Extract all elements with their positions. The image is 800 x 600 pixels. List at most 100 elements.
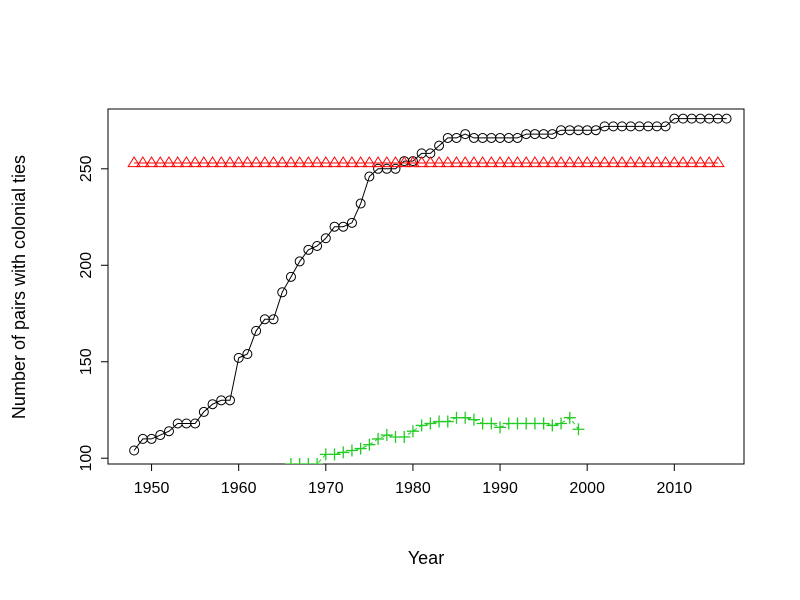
data-point bbox=[268, 314, 279, 325]
data-point bbox=[440, 156, 455, 168]
y-tick-label: 150 bbox=[78, 348, 95, 375]
data-point bbox=[451, 132, 462, 143]
data-point bbox=[406, 425, 419, 438]
data-point bbox=[146, 433, 157, 444]
data-point bbox=[667, 156, 682, 168]
data-point bbox=[328, 448, 341, 461]
data-point bbox=[372, 432, 385, 445]
x-tick-label: 2010 bbox=[657, 480, 693, 497]
data-point bbox=[572, 423, 585, 436]
data-point bbox=[441, 415, 454, 428]
data-point bbox=[380, 429, 393, 442]
data-point bbox=[179, 156, 194, 168]
data-point bbox=[536, 156, 551, 168]
data-point bbox=[240, 156, 255, 168]
data-point bbox=[129, 445, 140, 456]
data-point bbox=[676, 156, 690, 168]
data-point bbox=[294, 256, 305, 267]
data-point bbox=[355, 198, 366, 209]
data-point bbox=[284, 458, 297, 464]
data-point bbox=[311, 458, 324, 464]
data-point bbox=[459, 411, 472, 424]
data-point bbox=[660, 121, 671, 132]
data-point bbox=[649, 156, 664, 168]
data-point bbox=[684, 156, 699, 168]
data-point bbox=[266, 156, 281, 168]
data-point bbox=[303, 244, 314, 255]
data-point bbox=[163, 426, 174, 437]
data-point bbox=[362, 156, 377, 168]
data-point bbox=[545, 156, 560, 168]
data-point bbox=[155, 430, 166, 441]
data-point bbox=[302, 458, 315, 464]
data-point bbox=[485, 417, 498, 430]
data-point bbox=[127, 156, 142, 168]
data-point bbox=[310, 156, 324, 168]
data-point bbox=[293, 458, 306, 464]
data-point bbox=[223, 156, 237, 168]
data-point bbox=[337, 446, 350, 459]
data-point bbox=[423, 156, 438, 168]
data-point bbox=[398, 430, 411, 443]
data-point bbox=[162, 156, 176, 168]
data-point bbox=[205, 156, 220, 168]
data-point bbox=[512, 132, 523, 143]
data-point bbox=[414, 156, 429, 168]
data-point bbox=[388, 156, 403, 168]
data-point bbox=[188, 156, 203, 168]
data-point bbox=[363, 438, 376, 451]
data-point bbox=[345, 156, 359, 168]
data-point bbox=[277, 287, 288, 298]
y-tick-label: 200 bbox=[78, 252, 95, 279]
y-tick-label: 100 bbox=[78, 445, 95, 472]
data-point bbox=[338, 221, 349, 232]
data-point bbox=[475, 156, 490, 168]
data-point bbox=[590, 125, 601, 136]
data-point bbox=[501, 156, 516, 168]
x-tick-label: 1990 bbox=[482, 480, 518, 497]
data-point bbox=[242, 349, 253, 360]
data-point bbox=[135, 156, 150, 168]
data-point bbox=[555, 417, 568, 430]
plot-frame bbox=[107, 108, 745, 465]
data-point bbox=[354, 442, 367, 455]
data-point bbox=[460, 129, 471, 140]
data-point bbox=[231, 156, 246, 168]
data-point bbox=[144, 156, 159, 168]
data-point bbox=[693, 156, 708, 168]
series-layer bbox=[127, 113, 732, 464]
data-point bbox=[546, 419, 559, 432]
data-point bbox=[467, 413, 480, 426]
data-point bbox=[170, 156, 185, 168]
data-point bbox=[336, 156, 351, 168]
data-point bbox=[721, 113, 732, 124]
x-tick-label: 1980 bbox=[395, 480, 431, 497]
data-point bbox=[371, 156, 385, 168]
x-tick-label: 1950 bbox=[134, 480, 170, 497]
data-point bbox=[484, 156, 499, 168]
data-point bbox=[224, 395, 235, 406]
data-point bbox=[493, 156, 507, 168]
data-point bbox=[198, 406, 209, 417]
data-point bbox=[327, 156, 342, 168]
data-point bbox=[196, 156, 211, 168]
y-axis-label: Number of pairs with colonial ties bbox=[9, 155, 29, 419]
data-point bbox=[249, 156, 264, 168]
series-1-line bbox=[133, 118, 727, 451]
data-point bbox=[702, 156, 717, 168]
data-point bbox=[432, 156, 446, 168]
data-point bbox=[710, 156, 725, 168]
data-point bbox=[275, 156, 290, 168]
data-point bbox=[528, 156, 542, 168]
data-point bbox=[397, 156, 412, 168]
data-point bbox=[415, 419, 428, 432]
data-point bbox=[537, 417, 550, 430]
series-2 bbox=[127, 156, 725, 168]
data-point bbox=[554, 156, 568, 168]
data-point bbox=[615, 156, 629, 168]
data-point bbox=[606, 156, 621, 168]
data-point bbox=[571, 156, 586, 168]
series-1 bbox=[129, 113, 732, 456]
data-point bbox=[346, 217, 357, 228]
data-point bbox=[233, 352, 244, 363]
